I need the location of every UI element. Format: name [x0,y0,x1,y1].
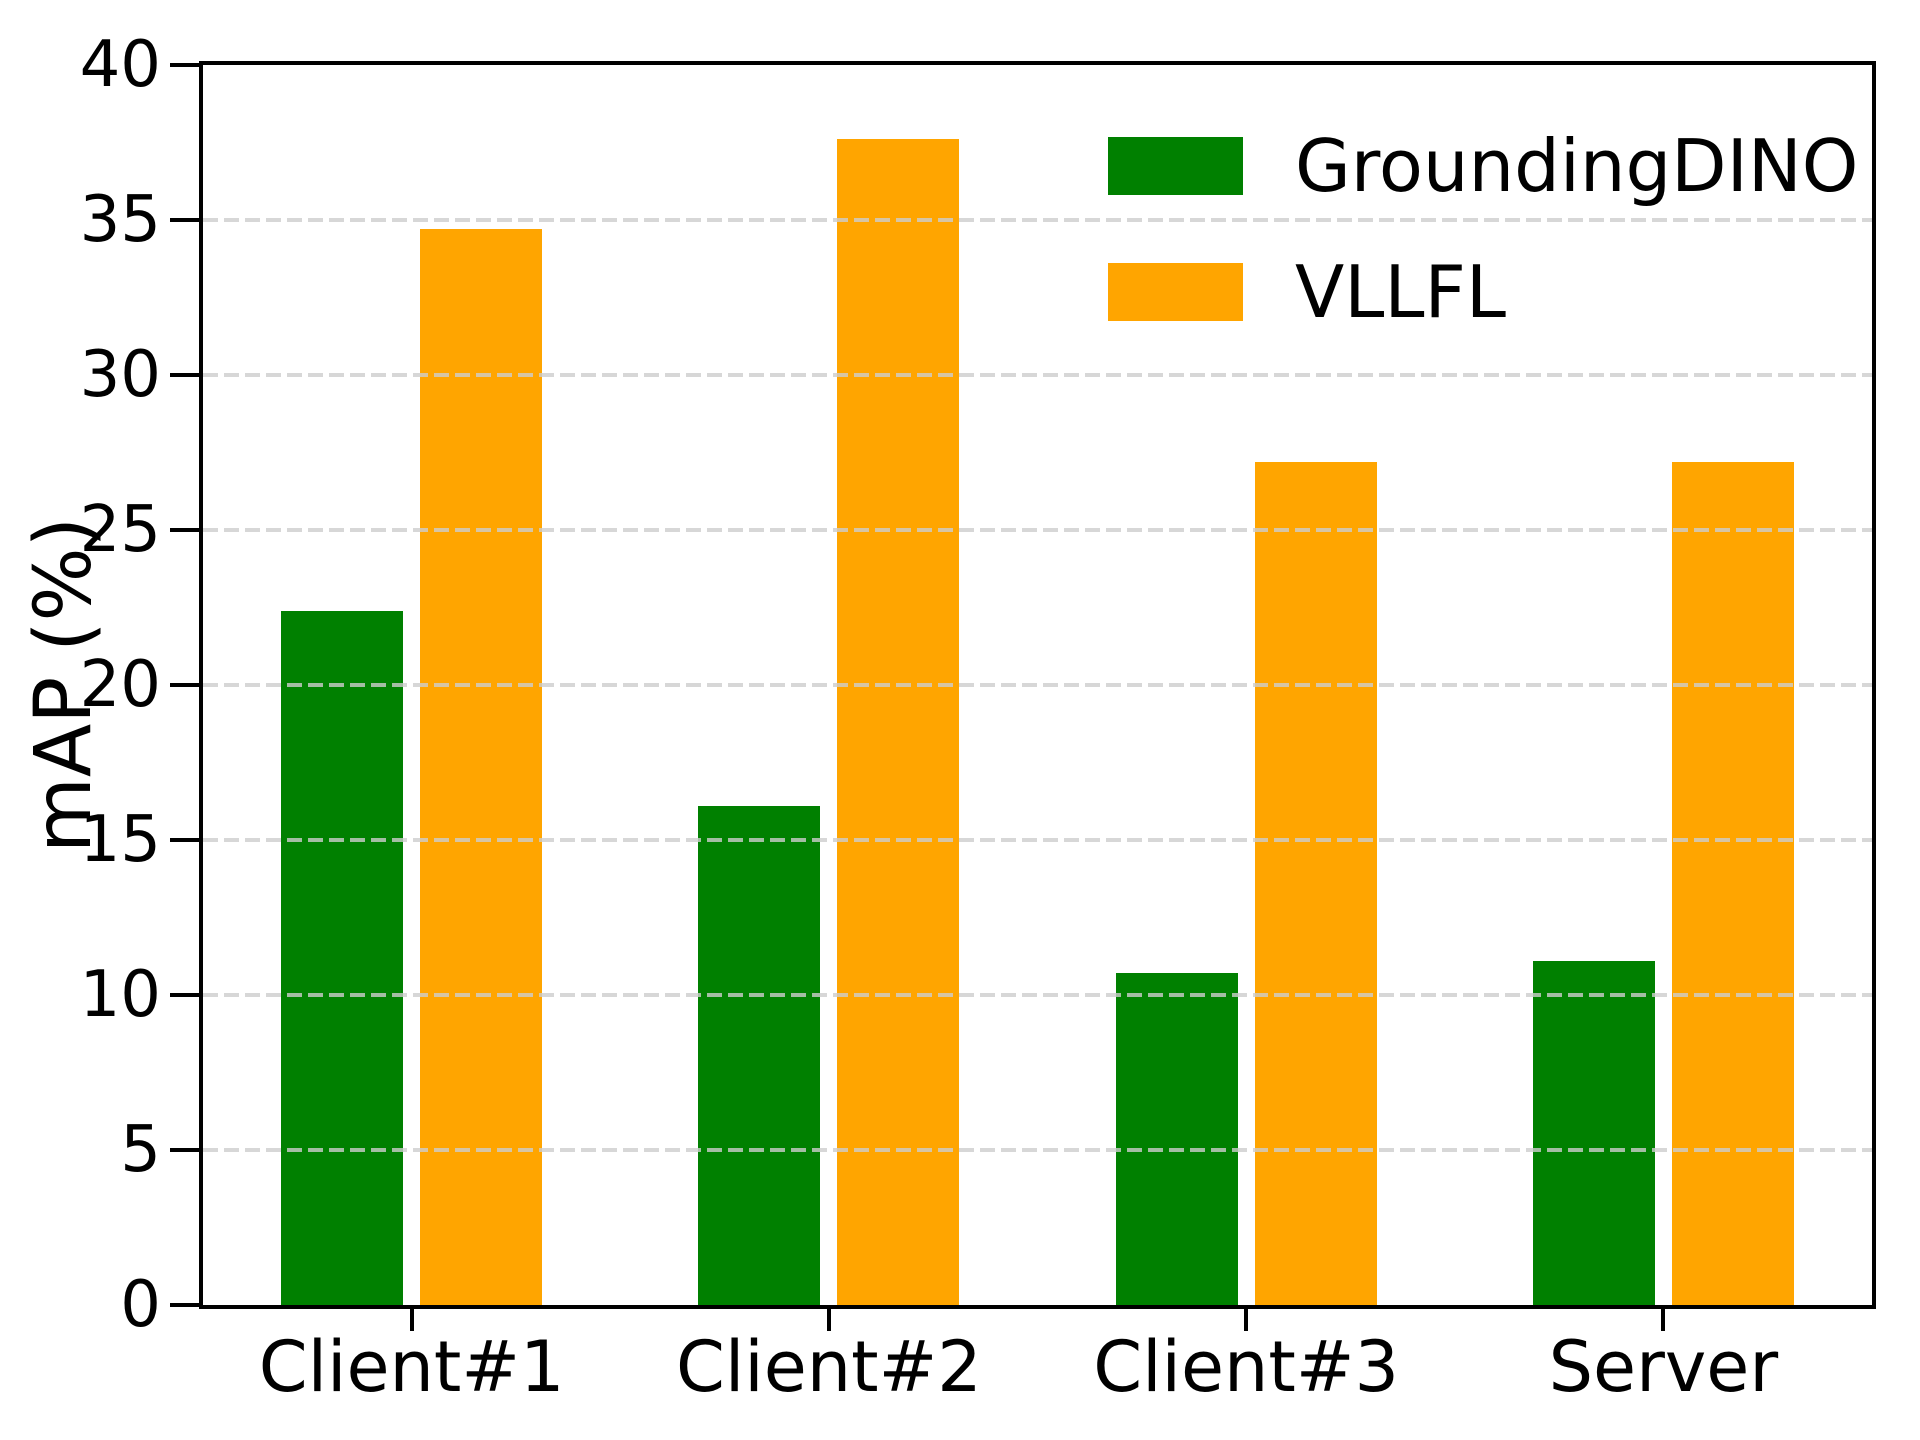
y-tick-label-5: 5 [120,1113,161,1187]
gridline-y-30 [203,373,1872,377]
x-tick-1 [409,1309,414,1331]
y-tick-label-20: 20 [79,648,161,722]
legend-swatch-groundingdino [1108,137,1243,195]
y-tick-label-15: 15 [79,803,161,877]
x-tick-label-1: Client#1 [258,1326,565,1408]
y-tick-15 [170,838,199,842]
legend-label-groundingdino: GroundingDINO [1295,124,1859,208]
bar-vllfl-client1 [420,229,543,1305]
y-tick-20 [170,683,199,687]
x-tick-label-2: Client#2 [675,1326,982,1408]
x-tick-4 [1661,1309,1666,1331]
x-tick-3 [1244,1309,1249,1331]
bar-vllfl-client2 [837,139,960,1305]
x-tick-label-4: Server [1548,1326,1779,1408]
bar-groundingdino-client2 [698,805,821,1305]
y-tick-0 [170,1303,199,1307]
plot-area: 0 5 10 15 20 25 30 35 40 Client#1 Client#2 Client#… [80,33,1876,1406]
legend-swatch-vllfl [1108,263,1243,321]
y-tick-10 [170,993,199,997]
y-tick-30 [170,373,199,377]
legend-label-vllfl: VLLFL [1295,250,1507,334]
bar-groundingdino-client3 [1115,973,1238,1305]
y-tick-label-0: 0 [120,1268,161,1342]
y-tick-25 [170,528,199,532]
y-tick-35 [170,218,199,222]
y-tick-label-25: 25 [79,493,161,567]
gridline-y-10 [203,993,1872,997]
y-tick-label-35: 35 [79,183,161,257]
bar-groundingdino-server [1532,960,1655,1305]
legend-item-groundingdino: GroundingDINO [1108,103,1858,229]
gridline-y-5 [203,1148,1872,1152]
gridline-y-35 [203,218,1872,222]
legend-item-vllfl: VLLFL [1108,229,1858,355]
y-tick-40 [170,63,199,67]
y-tick-label-40: 40 [79,28,161,102]
gridline-y-15 [203,838,1872,842]
x-tick-label-3: Client#3 [1093,1326,1400,1408]
bar-groundingdino-client1 [281,610,404,1305]
bar-vllfl-client3 [1254,461,1377,1305]
x-tick-2 [826,1309,831,1331]
legend: GroundingDINO VLLFL [1108,103,1858,355]
gridline-y-20 [203,683,1872,687]
y-tick-label-10: 10 [79,958,161,1032]
y-tick-label-30: 30 [79,338,161,412]
gridline-y-25 [203,528,1872,532]
y-tick-5 [170,1148,199,1152]
bar-vllfl-server [1671,461,1794,1305]
